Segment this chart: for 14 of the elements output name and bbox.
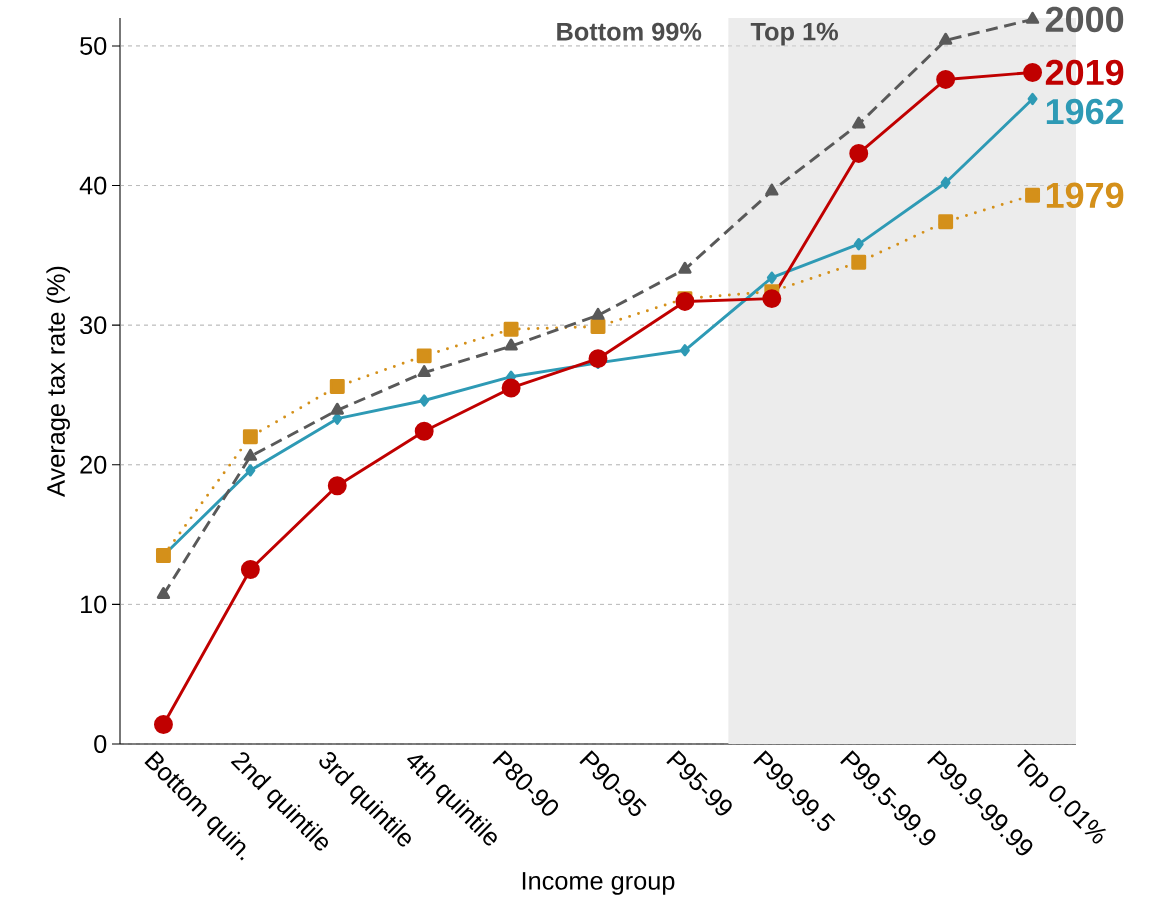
series-label: 1962: [1046, 98, 1124, 125]
series-label: 2019: [1045, 59, 1124, 86]
y-tick-label: 50: [80, 36, 107, 55]
y-tick-label: 10: [81, 595, 107, 614]
series-label: 2000: [1045, 6, 1124, 33]
annotation: Bottom 99%: [557, 22, 702, 41]
y-tick-label: 0: [94, 734, 107, 753]
band-label: Top 1%: [750, 22, 838, 46]
y-tick-label: 30: [80, 316, 107, 334]
series-label: 1979: [1046, 182, 1124, 208]
y-axis-title: Average tax rate (%): [46, 266, 70, 497]
y-tick-label: 20: [80, 455, 107, 474]
x-axis-title: Income group: [522, 872, 675, 895]
y-tick-label: 40: [79, 176, 107, 195]
